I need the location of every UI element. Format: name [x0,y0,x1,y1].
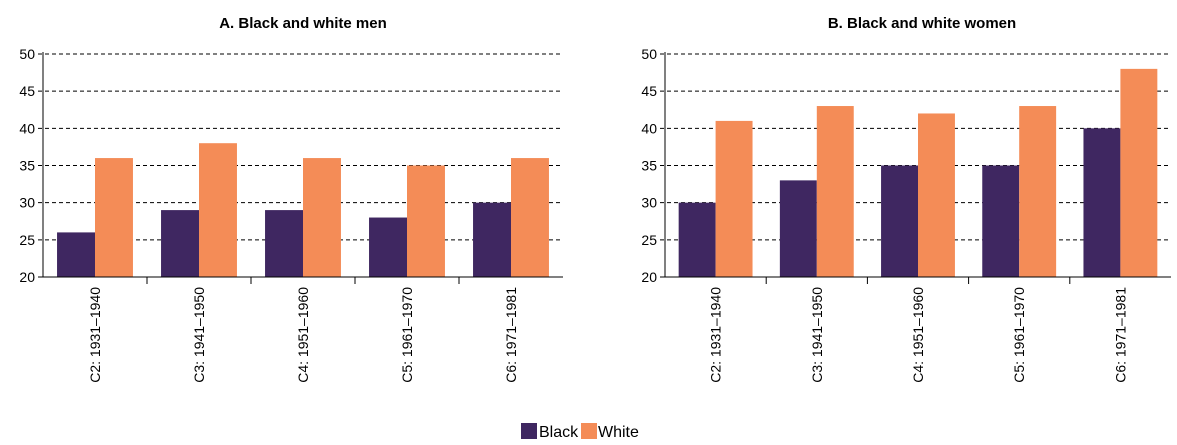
bar-white [303,158,341,277]
x-category-label: C4: 1951–1960 [295,287,311,383]
bar-black [369,217,407,277]
x-category-label: C6: 1971–1981 [503,287,519,383]
y-tick-label: 40 [641,120,657,136]
bar-black [161,210,199,277]
bar-black [881,165,918,277]
bar-white [95,158,133,277]
y-tick-label: 20 [19,269,35,285]
bar-white [918,113,955,277]
y-tick-label: 25 [19,232,35,248]
x-category-label: C5: 1961–1970 [399,287,415,383]
x-category-label: C4: 1951–1960 [910,287,926,383]
y-tick-label: 20 [641,269,657,285]
y-tick-label: 50 [19,46,35,62]
chart-panel-b: B. Black and white women 20 25 30 35 40 45 50 C2… [641,15,1171,383]
legend: Black White [521,423,639,441]
x-category-label: C3: 1941–1950 [191,287,207,383]
legend-label: Black [539,424,579,440]
bar-white [407,165,445,277]
y-tick-label: 30 [19,195,35,211]
y-tick-label: 30 [641,195,657,211]
bar-black [678,202,716,277]
chart-title: A. Black and white men [219,15,387,32]
bar-black [57,232,95,277]
y-tick-label: 45 [19,83,35,99]
bar-black [1083,128,1121,277]
x-category-label: C5: 1961–1970 [1011,287,1027,383]
bar-white [511,158,549,277]
bar-black [982,165,1020,277]
y-tick-label: 35 [641,158,657,174]
x-category-label: C3: 1941–1950 [809,287,825,383]
bar-black [265,210,303,277]
bar-black [779,180,817,277]
chart-title: B. Black and white women [828,15,1016,32]
bar-white [199,143,237,277]
legend-label: White [598,424,639,440]
x-category-label: C6: 1971–1981 [1112,287,1128,383]
y-tick-label: 35 [19,158,35,174]
legend-swatch-black [521,423,537,439]
bar-white [1120,68,1158,277]
bar-white [1019,106,1057,278]
bar-white [816,106,854,278]
y-tick-label: 50 [641,46,657,62]
x-category-label: C2: 1931–1940 [708,287,724,383]
bar-black [473,202,511,277]
y-tick-label: 25 [641,232,657,248]
bar-white [715,120,753,278]
y-tick-label: 45 [641,83,657,99]
y-tick-label: 40 [19,120,35,136]
legend-swatch-white [581,423,597,439]
x-category-label: C2: 1931–1940 [87,287,103,383]
chart-panel-a: A. Black and white men 20 25 30 35 40 45 50 C2: … [19,15,563,383]
